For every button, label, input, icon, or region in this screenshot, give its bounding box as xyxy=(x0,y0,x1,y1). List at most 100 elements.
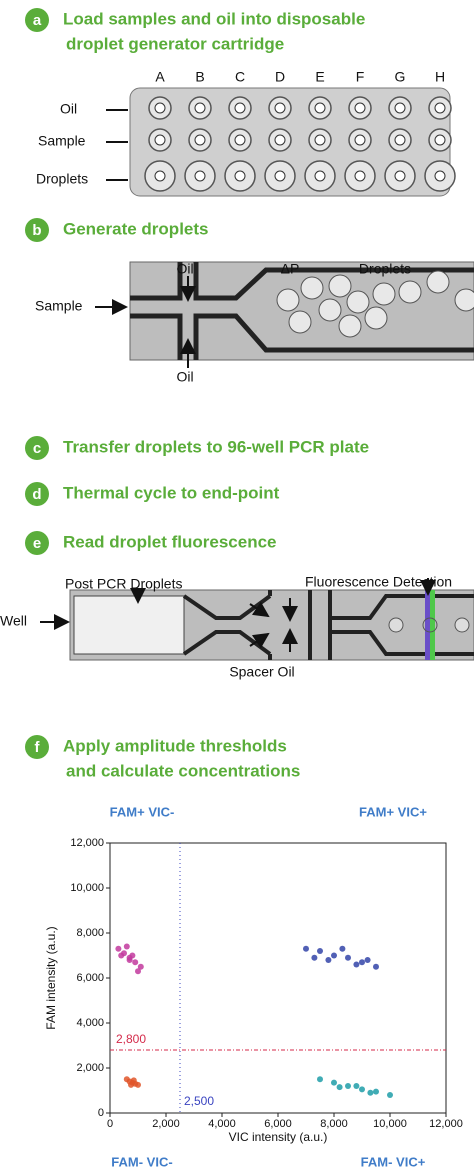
step-title: Transfer droplets to 96-well PCR plate xyxy=(63,437,369,456)
label: Post PCR Droplets xyxy=(65,576,182,592)
step-badge xyxy=(25,531,49,555)
well-center xyxy=(314,170,326,182)
droplet-point xyxy=(367,1089,374,1096)
step-title: Load samples and oil into disposable xyxy=(63,9,365,28)
quadrant-label: FAM+ VIC+ xyxy=(359,804,427,819)
droplet xyxy=(422,617,438,633)
threshold-label: 2,500 xyxy=(184,1094,214,1108)
well-center xyxy=(194,102,206,114)
row-label: Sample xyxy=(38,133,86,149)
x-axis-title: VIC intensity (a.u.) xyxy=(229,1130,328,1144)
column-label: B xyxy=(195,69,204,85)
well-center xyxy=(354,102,366,114)
well-center xyxy=(154,170,166,182)
droplet-point xyxy=(135,968,141,975)
quadrant-label: FAM- VIC- xyxy=(111,1154,172,1169)
droplet-point xyxy=(135,1081,141,1088)
well-center xyxy=(394,102,406,114)
droplet-point xyxy=(373,1088,379,1095)
droplet-point xyxy=(115,945,122,952)
step-badge xyxy=(25,482,49,506)
well-center xyxy=(234,170,246,182)
droplet-point xyxy=(359,959,365,966)
step-title: Read droplet fluorescence xyxy=(63,532,277,551)
droplet-point xyxy=(364,957,371,963)
droplet-point xyxy=(130,1077,137,1084)
x-tick-label: 6,000 xyxy=(264,1118,292,1130)
well-center xyxy=(394,134,406,146)
droplet-point xyxy=(353,1083,360,1089)
column-label: H xyxy=(435,69,445,85)
well-center xyxy=(274,170,286,182)
y-tick-label: 0 xyxy=(98,1107,104,1119)
droplet-point xyxy=(118,952,125,959)
column-label: E xyxy=(315,69,324,85)
y-tick-label: 10,000 xyxy=(70,882,104,894)
step-letter: c xyxy=(33,440,41,457)
detector xyxy=(425,590,430,660)
droplet-point xyxy=(311,954,318,961)
row-label: Oil xyxy=(60,101,77,117)
droplet-point xyxy=(387,1092,393,1098)
label: Oil xyxy=(176,369,193,385)
y-axis-title: FAM intensity (a.u.) xyxy=(44,926,58,1029)
droplets xyxy=(276,270,474,338)
droplet-point xyxy=(317,1076,323,1083)
well-center xyxy=(194,134,206,146)
label: Spacer Oil xyxy=(229,664,294,680)
droplet-point xyxy=(359,1086,365,1093)
droplet-point xyxy=(132,959,139,966)
well-center xyxy=(154,102,166,114)
well-center xyxy=(354,170,366,182)
droplet-point xyxy=(345,954,351,961)
droplet-point xyxy=(126,957,133,963)
x-tick-label: 10,000 xyxy=(373,1118,407,1130)
step-letter: d xyxy=(32,486,41,503)
droplet-point xyxy=(331,1079,337,1086)
y-tick-label: 8,000 xyxy=(76,927,104,939)
column-label: G xyxy=(395,69,406,85)
column-label: C xyxy=(235,69,245,85)
label: Oil xyxy=(176,261,193,277)
droplet-point xyxy=(303,945,309,952)
label: Droplets xyxy=(359,261,411,277)
channel xyxy=(182,590,474,660)
droplet-point xyxy=(129,952,136,959)
step-badge xyxy=(25,8,49,32)
well-center xyxy=(274,134,286,146)
x-tick-label: 12,000 xyxy=(429,1118,463,1130)
well-center xyxy=(314,134,326,146)
well-center xyxy=(194,170,206,182)
step-letter: e xyxy=(33,535,41,552)
y-tick-label: 4,000 xyxy=(76,1017,104,1029)
well-center xyxy=(434,134,446,146)
label: Fluorescence Detection xyxy=(305,574,452,590)
y-tick-label: 2,000 xyxy=(76,1062,104,1074)
packed-droplets xyxy=(73,595,185,655)
threshold-label: 2,800 xyxy=(116,1032,146,1046)
well-center xyxy=(154,134,166,146)
label: Well xyxy=(0,613,27,629)
droplet-point xyxy=(137,963,144,970)
row-label: Droplets xyxy=(36,171,88,187)
column-label: D xyxy=(275,69,285,85)
detector xyxy=(430,590,435,660)
step-title: Thermal cycle to end-point xyxy=(63,483,280,502)
step-title: droplet generator cartridge xyxy=(66,34,284,53)
well-center xyxy=(434,170,446,182)
quadrant-label: FAM+ VIC- xyxy=(110,804,175,819)
droplet-point xyxy=(331,952,337,959)
well-center xyxy=(394,170,406,182)
y-tick-label: 6,000 xyxy=(76,972,104,984)
arrow xyxy=(249,632,270,649)
droplet-point xyxy=(325,957,332,963)
well-center xyxy=(434,102,446,114)
droplet-point xyxy=(339,945,346,952)
label: ΔP xyxy=(281,261,300,277)
plot-frame xyxy=(109,842,447,1114)
droplet-point xyxy=(123,943,130,950)
x-tick-label: 4,000 xyxy=(208,1118,236,1130)
y-tick-label: 12,000 xyxy=(70,837,104,849)
well-center xyxy=(274,102,286,114)
